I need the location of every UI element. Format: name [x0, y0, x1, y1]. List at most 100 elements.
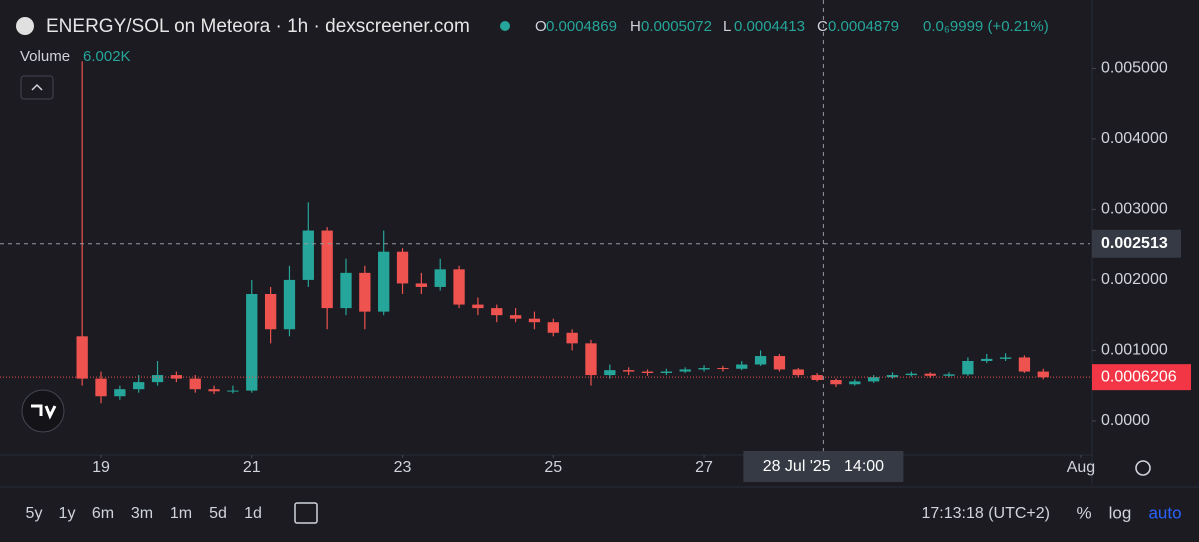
candle-body	[641, 371, 654, 373]
candle-body	[660, 371, 673, 373]
candle-body	[943, 374, 955, 376]
timeframe-button[interactable]: 5d	[209, 505, 227, 522]
scale-option[interactable]: log	[1109, 503, 1132, 522]
y-tick-label: 0.003000	[1101, 201, 1168, 218]
candle-body	[830, 380, 842, 385]
ohlc-value: 0.0005072	[641, 18, 712, 35]
candle-body	[114, 389, 126, 397]
candle-body	[340, 272, 352, 309]
candle-body	[434, 269, 446, 287]
settings-icon[interactable]	[1135, 460, 1151, 476]
candle-body	[962, 360, 974, 375]
candle-body	[133, 382, 145, 390]
x-tick-label: 19	[92, 459, 110, 476]
candle-body	[227, 390, 239, 392]
chart-title: ENERGY/SOL on Meteora · 1h · dexscreener…	[46, 16, 470, 37]
candle-body	[359, 272, 371, 312]
candle-body	[585, 343, 597, 376]
y-tick-label: 0.0000	[1101, 412, 1150, 429]
candle-body	[472, 304, 484, 309]
x-tick-label: Aug	[1067, 459, 1095, 476]
calendar-icon[interactable]	[294, 502, 318, 524]
x-tick-label: 25	[544, 459, 562, 476]
candle-body	[283, 279, 296, 330]
volume-label: Volume	[20, 48, 70, 65]
token-logo	[16, 17, 34, 35]
x-tick-label: 23	[394, 459, 412, 476]
candle-body	[1018, 357, 1031, 372]
candle-body	[849, 381, 861, 385]
tv-logo-mark	[31, 404, 57, 420]
change: 0.0₆9999 (+0.21%)	[923, 18, 1049, 35]
candle-body	[773, 356, 786, 370]
collapse-button[interactable]	[20, 75, 54, 100]
candle-body	[151, 375, 164, 383]
candle-body	[246, 294, 258, 391]
candle-body	[868, 377, 880, 382]
candle-body	[886, 375, 899, 378]
timeframe-button[interactable]: 5y	[26, 505, 43, 522]
candle-body	[547, 322, 559, 333]
candle-body	[811, 375, 823, 381]
candle-body	[396, 251, 409, 284]
y-tick-label: 0.001000	[1101, 342, 1168, 359]
x-tick-label: 21	[243, 459, 261, 476]
candle-body	[189, 378, 201, 390]
candle-body	[378, 251, 390, 312]
timeframe-button[interactable]: 1d	[244, 505, 262, 522]
candle-body	[170, 375, 183, 379]
candle-body	[679, 369, 691, 372]
status-dot	[500, 21, 510, 31]
ohlc-value: 0.0004869	[546, 18, 617, 35]
candle-body	[924, 373, 936, 376]
candle-body	[208, 389, 220, 392]
candle-body	[509, 315, 522, 319]
y-tick-label: 0.005000	[1101, 60, 1168, 77]
candle-body	[623, 370, 635, 372]
candle-body	[491, 308, 503, 316]
ohlc-value: 0.0004413	[734, 18, 805, 35]
crosshair-price: 0.002513	[1101, 235, 1168, 252]
candle-body	[528, 318, 541, 323]
last-price-box	[1092, 364, 1191, 391]
timeframe-button[interactable]: 1y	[59, 505, 76, 522]
ohlc-label: O	[535, 18, 547, 35]
scale-option[interactable]: %	[1076, 503, 1091, 522]
tv-logo[interactable]	[21, 389, 65, 433]
candle-body	[302, 230, 314, 280]
candle-body	[754, 356, 767, 365]
timeframe-button[interactable]: 6m	[92, 505, 114, 522]
crosshair-price-box	[1092, 229, 1181, 258]
volume-value: 6.002K	[83, 48, 131, 65]
ohlc-value: 0.0004879	[828, 18, 899, 35]
candle-body	[792, 369, 804, 376]
candle-body	[905, 373, 918, 376]
clock: 17:13:18 (UTC+2)	[921, 505, 1050, 522]
ohlc-label: L	[723, 18, 731, 35]
last-price-label: 0.0006206	[1101, 368, 1177, 385]
crosshair-time: 28 Jul '25 14:00	[763, 458, 884, 475]
y-tick-label: 0.002000	[1101, 271, 1168, 288]
x-tick-label: 27	[695, 459, 713, 476]
crosshair-time-box	[743, 451, 904, 482]
candle-body	[604, 370, 616, 376]
candle-body	[415, 283, 428, 287]
candle-body	[566, 332, 578, 344]
scale-option[interactable]: auto	[1148, 503, 1181, 522]
candle-body	[736, 364, 748, 369]
candle-body	[999, 357, 1012, 359]
candle-body	[981, 358, 993, 361]
ohlc-label: H	[630, 18, 641, 35]
candle-body	[717, 368, 729, 370]
y-tick-label: 0.004000	[1101, 130, 1168, 147]
candle-body	[264, 294, 277, 330]
candle-body	[1037, 371, 1049, 378]
ohlc-label: C	[817, 18, 828, 35]
candle-body	[453, 269, 465, 305]
candle-body	[95, 378, 107, 397]
timeframe-button[interactable]: 1m	[170, 505, 192, 522]
candle-body	[321, 230, 333, 309]
timeframe-button[interactable]: 3m	[131, 505, 153, 522]
